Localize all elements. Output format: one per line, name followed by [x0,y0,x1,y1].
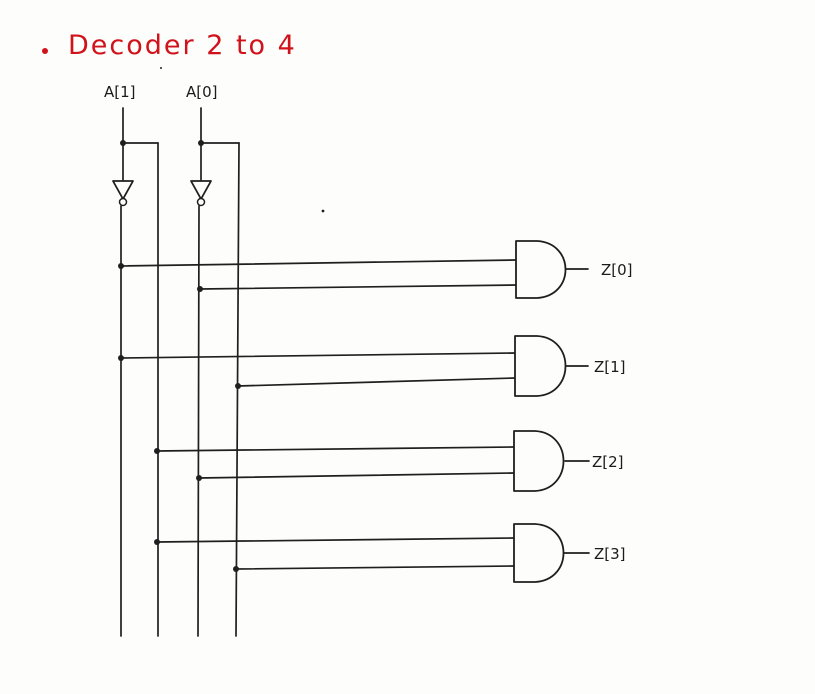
output-label-z1: Z[1] [594,358,626,376]
a0-inverted-bus [197,205,200,637]
paper-mark [321,209,325,213]
z0-input-a1-not [120,259,517,267]
z2-junction-a0-not [196,475,202,481]
z1-input-a1-not [120,352,516,359]
output-label-z2: Z[2] [592,453,624,471]
a0-true-bus [235,142,240,637]
a0-inverter-bubble [196,197,206,207]
input-label-a0: A[0] [186,83,218,101]
a0-inverter [190,180,212,200]
a1-inverter-bubble [118,197,128,207]
z3-junction-a0 [233,566,239,572]
z1-input-a0 [237,377,516,387]
and-gate-z2 [513,430,565,492]
z0-input-a0-not [199,284,517,290]
paper-mark [160,67,162,69]
a0-branch-junction [198,140,204,146]
z2-junction-a1 [154,448,160,454]
z1-junction-a0 [235,383,241,389]
and-gate-z3 [513,523,565,583]
title-bullet [42,48,48,54]
output-label-z3: Z[3] [594,545,626,563]
z1-junction-a1-not [118,355,124,361]
diagram-title: Decoder 2 to 4 [68,30,297,61]
z0-junction-a1-not [118,263,124,269]
z0-junction-a0-not [197,286,203,292]
a1-inverter [112,180,134,200]
and-gate-z1 [514,335,567,397]
z2-input-a0-not [198,472,515,479]
and-gate-z0 [515,240,567,299]
z3-input-a1 [156,537,515,543]
z2-input-a1 [156,446,515,452]
z3-junction-a1 [154,539,160,545]
z3-input-a0 [235,565,515,570]
input-label-a1: A[1] [104,83,136,101]
output-label-z0: Z[0] [601,261,633,279]
a1-branch-junction [120,140,126,146]
